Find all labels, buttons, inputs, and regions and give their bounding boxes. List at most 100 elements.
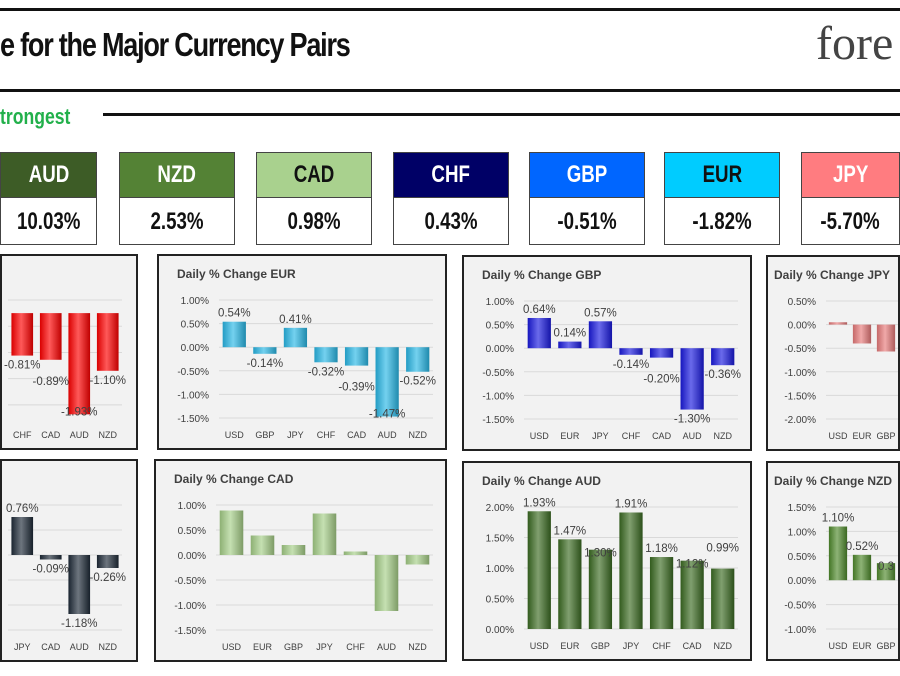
- bar-usd: [222, 321, 246, 348]
- currency-card-gbp: GBP -0.51%: [529, 152, 645, 245]
- chart-panel-dark: JPY CAD AUD NZD 0.76% -0.09% -1.18% -0.26%: [0, 459, 138, 662]
- bar-jpy: [619, 512, 643, 629]
- y-tick-label: 2.00%: [486, 503, 514, 514]
- y-tick-label: -1.00%: [177, 390, 209, 401]
- data-label: -1.93%: [61, 406, 97, 418]
- bar-gbp: [253, 347, 277, 354]
- card-value: -0.51%: [530, 197, 644, 245]
- x-tick-label: JPY: [623, 641, 640, 651]
- bar-usd: [828, 526, 848, 581]
- brand-logo: fore: [816, 17, 894, 70]
- chart-title: Daily % Change AUD: [482, 474, 601, 488]
- chart-panel-cad: Daily % Change CAD 1.00% 0.50% 0.00% -0.50% -…: [154, 459, 447, 662]
- bar-chf: [11, 313, 34, 356]
- card-currency: CAD: [257, 153, 371, 197]
- data-label: 0.76%: [6, 503, 39, 515]
- card-value-label: 10.03%: [16, 207, 81, 235]
- data-label: -0.39%: [338, 382, 374, 394]
- chart-dark-svg: JPY CAD AUD NZD 0.76% -0.09% -1.18% -0.26%: [6, 503, 126, 652]
- data-label: 1.91%: [615, 498, 648, 510]
- currency-card-jpy: JPY -5.70%: [801, 152, 900, 245]
- bar-gbp: [588, 549, 613, 629]
- card-value-label: 0.43%: [424, 207, 478, 235]
- data-label: -0.14%: [247, 358, 283, 370]
- y-tick-label: -0.50%: [482, 368, 514, 379]
- x-tick-label: CHF: [317, 430, 336, 440]
- card-currency: AUD: [1, 153, 96, 197]
- x-tick-label: JPY: [287, 430, 304, 440]
- data-label: 1.10%: [822, 513, 855, 525]
- bar-eur: [852, 324, 872, 344]
- x-tick-label: USD: [530, 431, 550, 441]
- data-label: -1.30%: [674, 414, 710, 426]
- x-tick-label: AUD: [378, 430, 398, 440]
- bar-chf: [619, 348, 643, 355]
- y-tick-label: 1.50%: [788, 503, 816, 514]
- bar-aud: [680, 348, 704, 410]
- bar-gbp: [876, 324, 896, 352]
- header-top-rule: [0, 8, 900, 11]
- y-tick-label: -0.50%: [174, 576, 206, 587]
- currency-card-eur: EUR -1.82%: [664, 152, 780, 245]
- x-tick-label: GBP: [591, 641, 610, 651]
- chart-panel-red: CHF CAD AUD NZD -0.81% -0.89% -1.93% -1.10%: [0, 254, 138, 450]
- y-tick-label: 1.50%: [486, 534, 514, 545]
- card-currency: JPY: [802, 153, 899, 197]
- bar-usd: [828, 322, 848, 325]
- card-value-label: 0.98%: [287, 207, 341, 235]
- x-tick-label: JPY: [592, 431, 609, 441]
- x-tick-label: CAD: [41, 430, 61, 440]
- x-tick-label: USD: [222, 642, 242, 652]
- data-label: -0.81%: [4, 360, 40, 372]
- x-tick-label: AUD: [70, 642, 90, 652]
- y-tick-label: 0.00%: [486, 344, 514, 355]
- card-currency-label: JPY: [832, 161, 869, 188]
- x-tick-label: JPY: [316, 642, 333, 652]
- card-currency-label: GBP: [566, 161, 608, 188]
- x-tick-label: EUR: [253, 642, 273, 652]
- y-tick-label: -1.00%: [174, 601, 206, 612]
- data-label: 1.18%: [645, 543, 678, 555]
- data-label: 1.93%: [523, 497, 556, 509]
- bar-gbp: [281, 545, 306, 555]
- data-label: -0.52%: [399, 376, 435, 388]
- bar-usd: [527, 317, 551, 349]
- strongest-label: trongest: [0, 104, 71, 129]
- x-tick-label: NZD: [99, 642, 118, 652]
- bar-jpy: [588, 321, 613, 349]
- y-tick-label: 0.50%: [788, 297, 816, 308]
- card-currency: EUR: [665, 153, 779, 197]
- data-label: -0.89%: [33, 376, 69, 388]
- data-label: -0.09%: [33, 564, 69, 576]
- y-tick-label: -0.50%: [784, 344, 816, 355]
- y-tick-label: 0.00%: [178, 551, 206, 562]
- card-value: 2.53%: [120, 197, 234, 245]
- page-title: e for the Major Currency Pairs: [0, 26, 351, 63]
- card-value: 0.43%: [394, 197, 508, 245]
- bar-jpy: [283, 327, 308, 348]
- x-tick-label: EUR: [852, 431, 872, 441]
- x-tick-label: NZD: [408, 642, 427, 652]
- bar-chf: [343, 551, 368, 555]
- data-label: -0.32%: [308, 366, 344, 378]
- chart-red-svg: CHF CAD AUD NZD -0.81% -0.89% -1.93% -1.10%: [4, 299, 126, 440]
- y-tick-label: -1.50%: [177, 414, 209, 425]
- x-tick-label: GBP: [284, 642, 303, 652]
- card-currency-label: AUD: [28, 161, 69, 188]
- x-tick-label: EUR: [560, 431, 580, 441]
- chart-jpy-svg: Daily % Change JPY 0.50% 0.00% -0.50% -1.00%…: [774, 268, 898, 441]
- bar-cad: [39, 555, 62, 560]
- header-bottom-rule: [0, 89, 900, 92]
- chart-title: Daily % Change CAD: [174, 472, 294, 486]
- card-value: 0.98%: [257, 197, 371, 245]
- chart-panel-aud: Daily % Change AUD 2.00% 1.50% 1.00% 0.50% 0.…: [462, 461, 752, 661]
- y-tick-label: -1.00%: [784, 625, 816, 636]
- x-tick-label: CHF: [652, 641, 671, 651]
- card-currency-label: EUR: [702, 161, 742, 188]
- x-tick-label: CHF: [13, 430, 32, 440]
- x-tick-label: EUR: [852, 641, 872, 651]
- bar-eur: [558, 539, 582, 629]
- y-tick-label: 0.00%: [788, 576, 816, 587]
- data-label: 0.3: [878, 561, 894, 573]
- data-label: 0.54%: [218, 308, 251, 320]
